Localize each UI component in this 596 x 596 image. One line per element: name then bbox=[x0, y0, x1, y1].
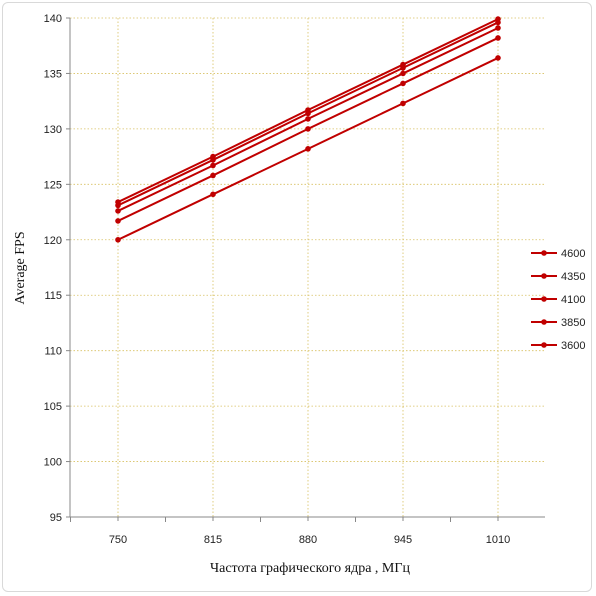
data-point bbox=[305, 146, 311, 152]
data-point bbox=[400, 100, 406, 107]
legend-label: 4350 bbox=[561, 271, 585, 283]
y-tick-label: 130 bbox=[44, 124, 62, 136]
data-point bbox=[495, 35, 501, 41]
grid-lines bbox=[70, 17, 545, 517]
legend-item: 4350 bbox=[531, 271, 585, 283]
y-tick-label: 95 bbox=[50, 512, 62, 524]
series-lines bbox=[115, 16, 501, 243]
data-point bbox=[115, 202, 121, 209]
data-point bbox=[305, 126, 311, 132]
legend-swatch-marker bbox=[541, 319, 547, 325]
y-axis-title: Average FPS bbox=[13, 231, 28, 304]
legend-label: 4600 bbox=[561, 248, 585, 260]
legend-label: 3600 bbox=[561, 340, 585, 352]
x-tick-label: 880 bbox=[299, 534, 317, 546]
data-point bbox=[115, 208, 121, 214]
legend-item: 4100 bbox=[531, 294, 585, 306]
legend: 4600 4350 4100 3850 3600 bbox=[531, 248, 585, 352]
legend-label: 4100 bbox=[561, 294, 585, 306]
legend-item: 4600 bbox=[531, 248, 585, 260]
data-point bbox=[495, 25, 501, 31]
data-point bbox=[210, 172, 216, 179]
series-3850 bbox=[115, 35, 501, 224]
data-point bbox=[210, 162, 216, 169]
y-tick-label: 135 bbox=[44, 68, 62, 80]
legend-swatch-marker bbox=[541, 273, 547, 279]
legend-item: 3850 bbox=[531, 317, 585, 329]
series-4350 bbox=[115, 19, 501, 209]
tick-labels: 95 100 105 110 115 120 125 130 135 140 750 815 880 94… bbox=[44, 13, 511, 546]
legend-swatch-marker bbox=[541, 250, 547, 256]
legend-item: 3600 bbox=[531, 340, 585, 352]
data-point bbox=[305, 116, 311, 122]
y-tick-label: 120 bbox=[44, 235, 62, 247]
y-tick-label: 100 bbox=[44, 457, 62, 469]
data-point bbox=[495, 55, 501, 61]
y-tick-label: 105 bbox=[44, 401, 62, 413]
y-tick-label: 110 bbox=[44, 346, 62, 358]
data-point bbox=[400, 80, 406, 87]
data-point bbox=[400, 70, 406, 77]
legend-label: 3850 bbox=[561, 317, 585, 329]
y-tick-label: 140 bbox=[44, 13, 62, 25]
legend-swatch-marker bbox=[541, 342, 547, 348]
x-tick-label: 815 bbox=[204, 534, 222, 546]
series-3600 bbox=[115, 55, 501, 243]
y-tick-label: 125 bbox=[44, 179, 62, 191]
axes bbox=[66, 17, 545, 522]
data-point bbox=[400, 65, 406, 71]
y-tick-label: 115 bbox=[44, 290, 62, 302]
x-tick-label: 1010 bbox=[486, 534, 510, 546]
data-point bbox=[495, 19, 501, 26]
series-4100 bbox=[115, 25, 501, 214]
x-tick-label: 945 bbox=[394, 534, 412, 546]
x-tick-label: 750 bbox=[109, 534, 127, 546]
x-axis-title: Частота графического ядра , МГц bbox=[210, 561, 410, 576]
data-point bbox=[210, 157, 216, 163]
legend-swatch-marker bbox=[541, 296, 547, 302]
data-point bbox=[115, 218, 121, 224]
data-point bbox=[115, 236, 121, 243]
data-point bbox=[210, 191, 216, 198]
chart-frame bbox=[2, 2, 592, 592]
data-point bbox=[305, 110, 311, 117]
